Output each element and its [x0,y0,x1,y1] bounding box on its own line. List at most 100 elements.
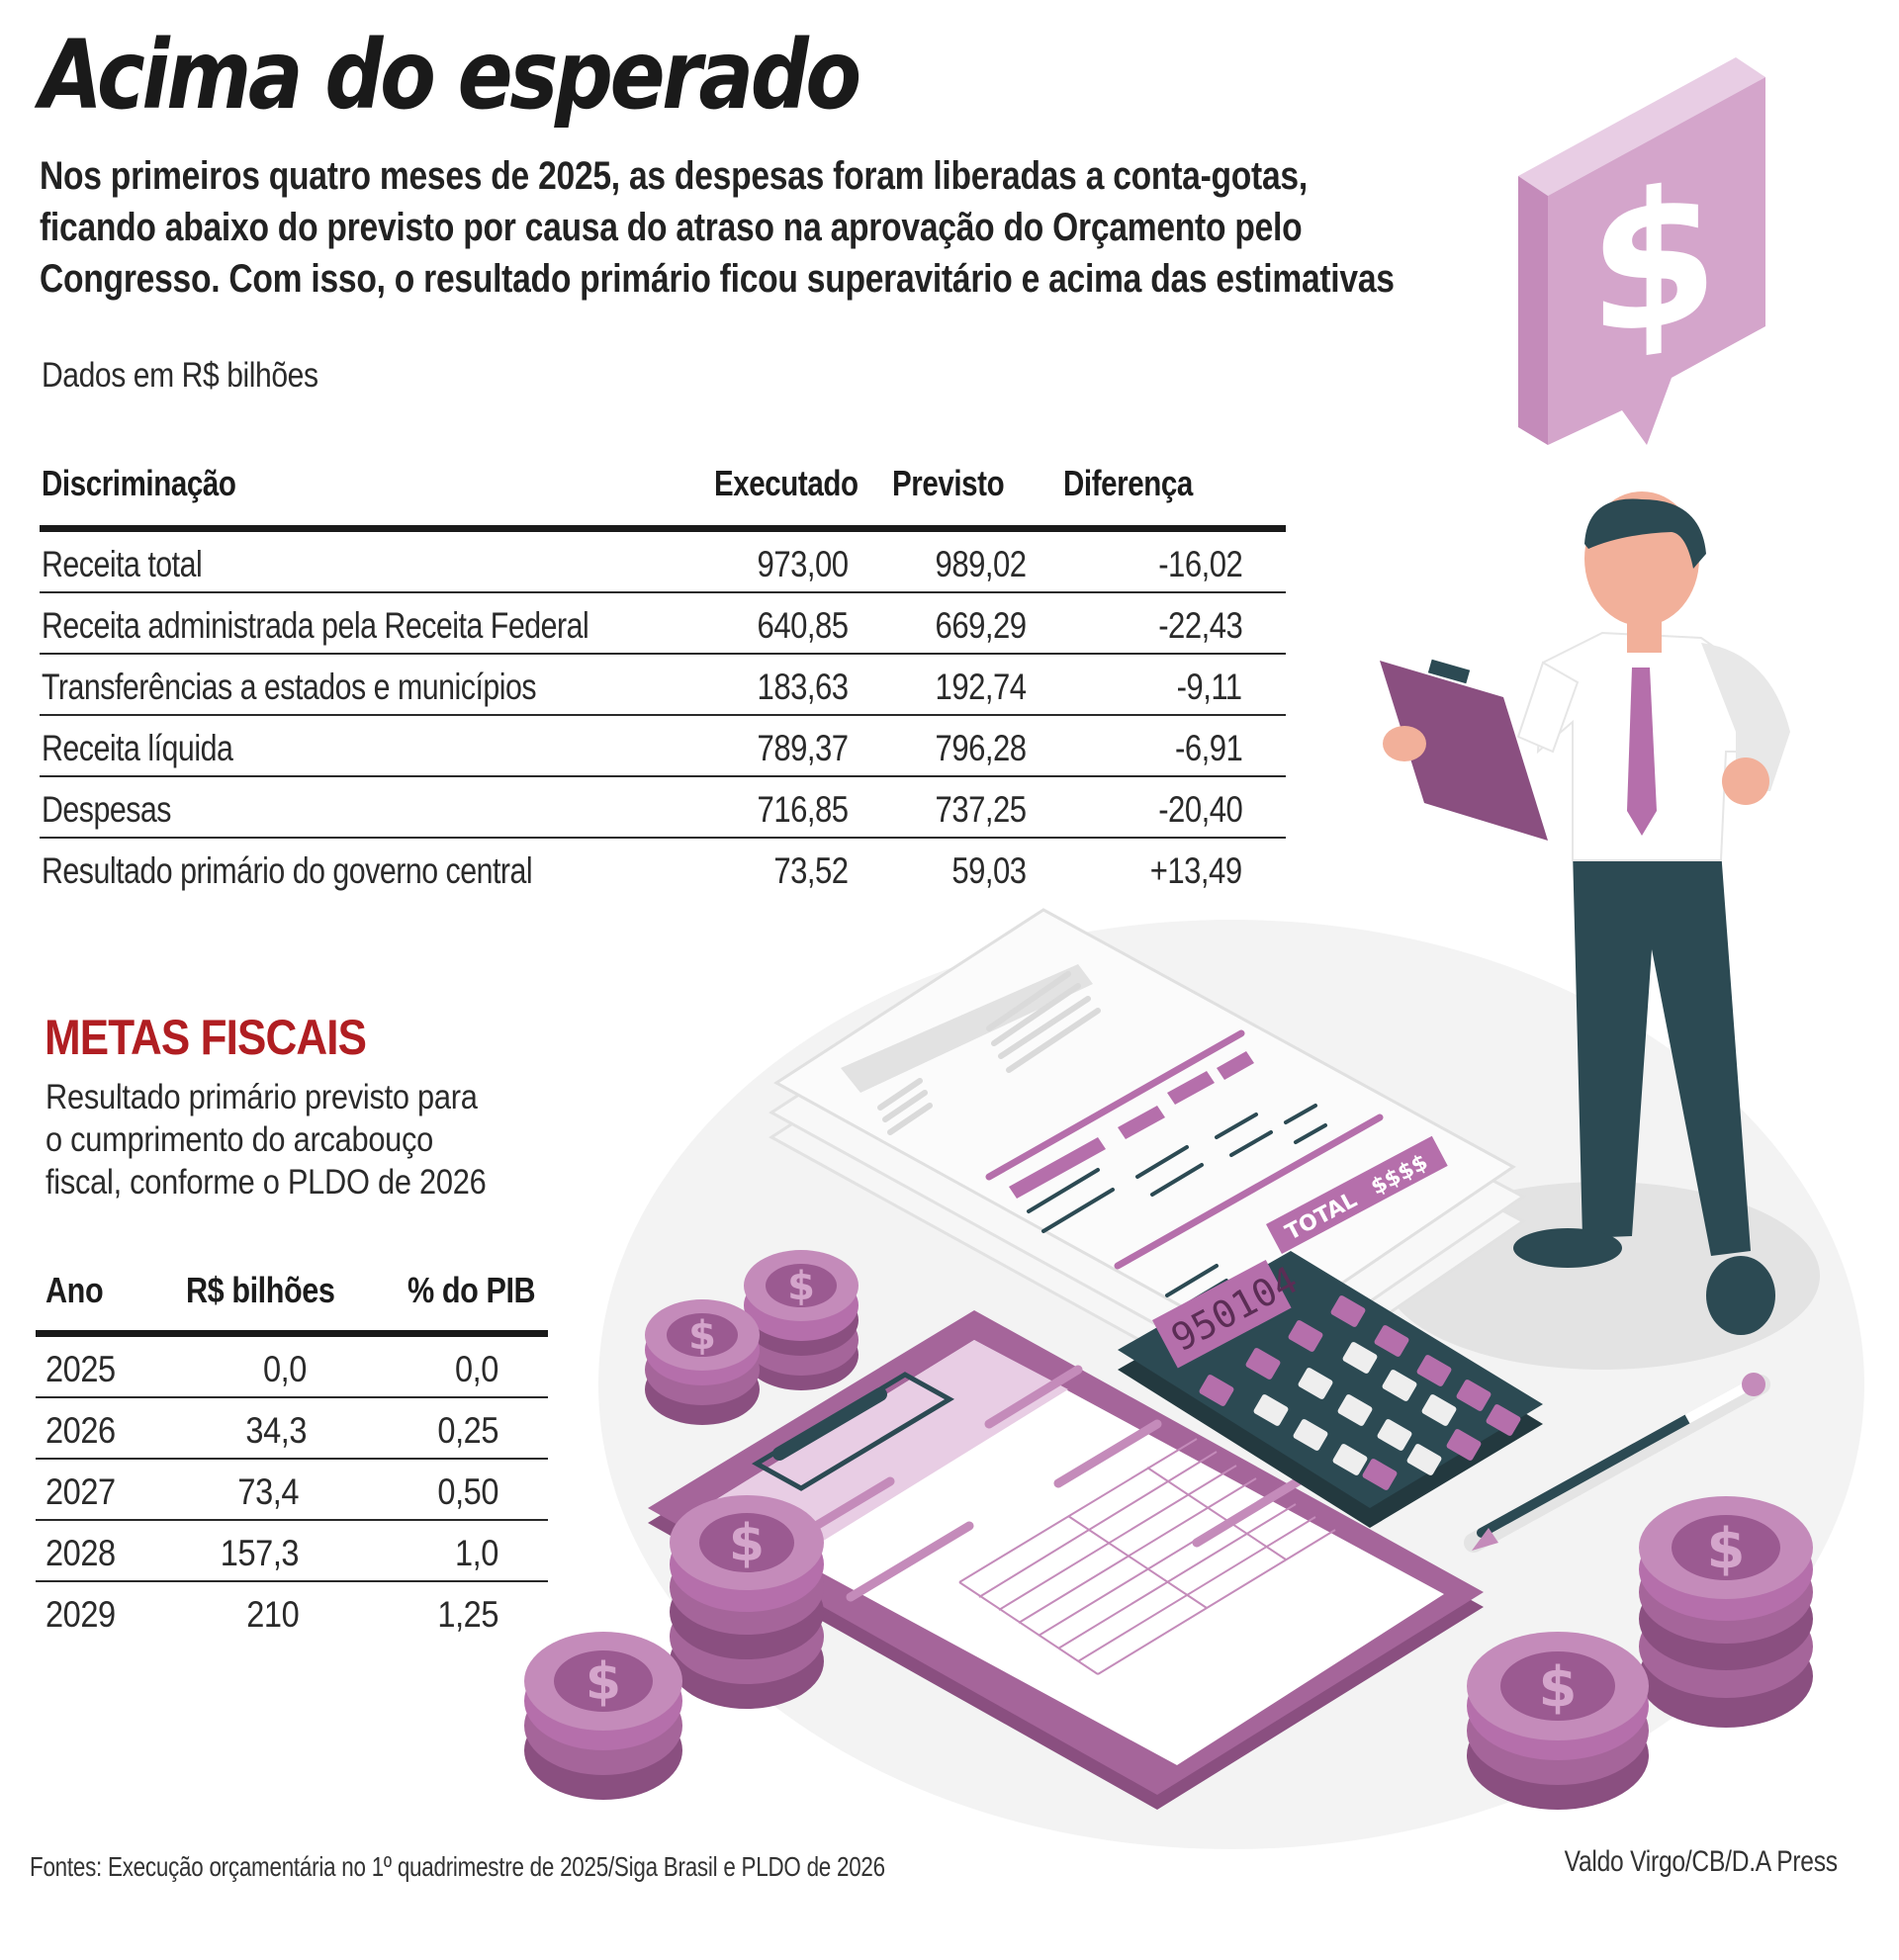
col-header-ano: Ano [45,1270,104,1310]
cell-pct-pib: 0,25 [437,1410,498,1451]
svg-text:$: $ [787,1264,815,1309]
cell-ano: 2027 [45,1471,116,1512]
svg-text:$: $ [586,1652,621,1712]
metas-description: Resultado primário previsto para o cumpr… [45,1076,487,1203]
cell-pct-pib: 0,0 [455,1349,498,1389]
desc-line: fiscal, conforme o PLDO de 2026 [45,1163,487,1202]
invoice-document: TOTAL $$$$ [769,908,1526,1406]
cell-diferenca: +13,49 [1150,850,1242,891]
metas-table-header: Ano R$ bilhões % do PIB [36,1256,548,1337]
sources-note: Fontes: Execução orçamentária no 1º quad… [30,1851,885,1882]
cell-previsto: 669,29 [935,605,1028,646]
cell-previsto: 59,03 [951,850,1028,891]
metas-fiscais-heading: METAS FISCAIS [45,1010,367,1065]
table-row: Despesas 716,85 737,25 -20,40 [40,777,1286,839]
cell-diferenca: -9,11 [1176,667,1243,707]
svg-text:$$$$: $$$$ [1367,1150,1432,1201]
lead-line: Congresso. Com isso, o resultado primári… [40,257,1395,301]
cell-rs-bilhoes: 34,3 [245,1410,307,1451]
row-label: Resultado primário do governo central [42,850,533,891]
table-row: 2029 210 1,25 [36,1582,548,1644]
cell-executado: 640,85 [757,605,850,646]
metas-table: Ano R$ bilhões % do PIB 2025 0,0 0,0 202… [36,1256,548,1644]
table-row: 2028 157,3 1,0 [36,1521,548,1582]
table-row: Receita líquida 789,37 796,28 -6,91 [40,716,1286,777]
units-note: Dados em R$ bilhões [42,356,318,395]
floor-circle [598,920,1864,1849]
man-shadow [1385,1182,1820,1370]
svg-text:$: $ [688,1313,716,1359]
table-header: Discriminação Executado Previsto Diferen… [40,455,1286,532]
svg-text:TOTAL: TOTAL [1282,1188,1362,1246]
coin-stacks: $ $ $ $ [524,1250,1813,1810]
cell-diferenca: -16,02 [1157,544,1243,584]
cell-ano: 2026 [45,1410,116,1451]
coin-stack-2: $ [645,1299,760,1425]
row-label: Receita administrada pela Receita Federa… [42,605,589,646]
svg-text:950104: 950104 [1164,1258,1305,1360]
table-row: Receita total 973,00 989,02 -16,02 [40,532,1286,593]
table-row: 2027 73,4 0,50 [36,1460,548,1521]
cell-executado: 73,52 [773,850,850,891]
credit: Valdo Virgo/CB/D.A Press [1564,1845,1838,1878]
cell-diferenca: -22,43 [1157,605,1243,646]
cell-rs-bilhoes: 0,0 [263,1349,307,1389]
calculator: 950104 [1118,1251,1543,1528]
cell-diferenca: -20,40 [1157,789,1243,830]
col-header-previsto: Previsto [892,463,1005,503]
row-label: Transferências a estados e municípios [42,667,537,707]
page-title: Acima do esperado [40,20,861,131]
budget-table: Discriminação Executado Previsto Diferen… [40,455,1286,900]
col-header-rs-bilhoes: R$ bilhões [186,1270,335,1310]
cell-ano: 2029 [45,1594,116,1635]
row-label: Receita total [42,544,203,584]
desc-line: Resultado primário previsto para [45,1078,478,1116]
table-row: Transferências a estados e municípios 18… [40,655,1286,716]
svg-text:$: $ [1539,1655,1578,1720]
cell-pct-pib: 1,25 [437,1594,498,1635]
speech-bubble-dollar-icon: $ [1518,57,1765,445]
table-row: 2026 34,3 0,25 [36,1398,548,1460]
pencil [1464,1373,1770,1553]
cell-previsto: 796,28 [935,728,1028,768]
svg-text:$: $ [1588,144,1719,381]
cell-rs-bilhoes: 157,3 [220,1533,300,1573]
coin-stack-5: $ [1639,1496,1813,1728]
row-label: Despesas [42,789,171,830]
cell-ano: 2028 [45,1533,116,1573]
invoice-total-tag: TOTAL $$$$ [1266,1135,1448,1255]
cell-executado: 973,00 [757,544,850,584]
coin-stack-6: $ [1467,1632,1649,1810]
coin-stack-4: $ [524,1632,682,1800]
cell-pct-pib: 1,0 [455,1533,498,1573]
cell-rs-bilhoes: 210 [245,1594,299,1635]
lead-paragraph: Nos primeiros quatro meses de 2025, as d… [40,150,1395,305]
table-row: 2025 0,0 0,0 [36,1337,548,1398]
businessman-figure [1380,491,1790,1335]
col-header-executado: Executado [714,463,859,503]
cell-previsto: 192,74 [935,667,1028,707]
cell-pct-pib: 0,50 [437,1471,498,1512]
cell-previsto: 737,25 [935,789,1028,830]
cell-ano: 2025 [45,1349,116,1389]
cell-executado: 789,37 [757,728,850,768]
table-row: Receita administrada pela Receita Federa… [40,593,1286,655]
row-label: Receita líquida [42,728,233,768]
cell-diferenca: -6,91 [1174,728,1243,768]
cell-rs-bilhoes: 73,4 [237,1471,299,1512]
coin-stack-3: $ [670,1495,824,1709]
clipboard-with-form [648,1310,1484,1810]
cell-previsto: 989,02 [935,544,1028,584]
table-row: Resultado primário do governo central 73… [40,839,1286,900]
cell-executado: 183,63 [757,667,850,707]
col-header-discriminacao: Discriminação [42,463,236,503]
lead-line: Nos primeiros quatro meses de 2025, as d… [40,154,1308,198]
svg-text:$: $ [1707,1517,1746,1581]
coin-stack-1: $ [744,1250,859,1390]
svg-text:$: $ [729,1514,765,1573]
col-header-diferenca: Diferença [1063,463,1193,503]
col-header-pct-pib: % do PIB [407,1270,536,1310]
desc-line: o cumprimento do arcabouço [45,1120,434,1159]
lead-line: ficando abaixo do previsto por causa do … [40,206,1303,249]
cell-executado: 716,85 [757,789,850,830]
